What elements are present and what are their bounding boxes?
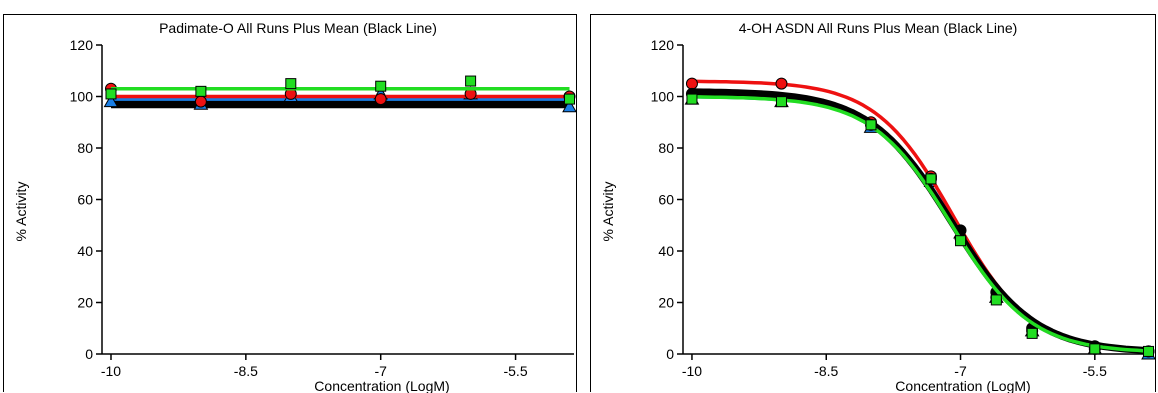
4oh-asdn-y-tick-label: 20: [658, 295, 674, 311]
padimate-x-tick-label: -10: [101, 363, 121, 379]
padimate-y-axis-label: % Activity: [13, 182, 29, 242]
padimate-chart-title: Padimate-O All Runs Plus Mean (Black Lin…: [159, 20, 437, 36]
4oh-asdn-series-3-point: [1089, 343, 1101, 355]
4oh-asdn-series-1-line: [692, 95, 1149, 354]
4oh-asdn-y-tick-label: 120: [651, 37, 675, 53]
padimate-series-3: [105, 75, 576, 105]
4oh-asdn-series-3-point: [990, 294, 1002, 306]
padimate-series-2-point: [374, 93, 387, 106]
4oh-asdn-series-3-line: [692, 95, 1149, 353]
4oh-asdn-series-3-point: [686, 93, 698, 105]
padimate-y-tick-label: 100: [70, 89, 94, 105]
padimate-series-3-point: [285, 78, 297, 90]
4oh-asdn-x-axis-label: Concentration (LogM): [895, 378, 1030, 393]
4oh-asdn-series-2-point: [685, 77, 698, 90]
4oh-asdn-series-2-point: [775, 77, 788, 90]
4oh-asdn-series-3-point: [925, 173, 937, 185]
padimate-x-tick-label: -7: [374, 363, 387, 379]
4oh-asdn-chart-svg: 4-OH ASDN All Runs Plus Mean (Black Line…: [600, 20, 1156, 393]
4oh-asdn-y-tick-label: 40: [658, 243, 674, 259]
4oh-asdn-x-tick-label: -7: [954, 363, 967, 379]
padimate-y-tick-label: 60: [77, 192, 93, 208]
padimate-series-3-point: [465, 75, 477, 87]
4oh-asdn-y-tick-label: 100: [651, 89, 675, 105]
padimate-y-tick-label: 20: [77, 295, 93, 311]
4oh-asdn-series-3-point: [865, 119, 877, 131]
4oh-asdn-series-3-point: [1143, 345, 1155, 357]
4oh-asdn-series-mean: [685, 87, 1155, 358]
padimate-series-3-point: [195, 85, 207, 97]
4oh-asdn-series-2-line: [692, 79, 1149, 352]
padimate-x-tick-label: -5.5: [503, 363, 527, 379]
padimate-series-1-point: [562, 99, 577, 113]
4oh-asdn-x-tick-label: -5.5: [1083, 363, 1107, 379]
chart-panel-padimate: Padimate-O All Runs Plus Mean (Black Lin…: [3, 14, 577, 393]
padimate-chart-svg: Padimate-O All Runs Plus Mean (Black Lin…: [13, 20, 577, 393]
4oh-asdn-y-tick-label: 60: [658, 192, 674, 208]
4oh-asdn-series-3-point: [775, 96, 787, 108]
4oh-asdn-series-3-point: [955, 235, 967, 247]
padimate-x-tick-label: -8.5: [234, 363, 258, 379]
chart-panel-4oh-asdn: 4-OH ASDN All Runs Plus Mean (Black Line…: [590, 14, 1156, 393]
padimate-y-tick-label: 40: [77, 243, 93, 259]
padimate-series-1-point: [103, 94, 119, 108]
4oh-asdn-y-tick-label: 80: [658, 140, 674, 156]
padimate-y-tick-label: 120: [70, 37, 94, 53]
4oh-asdn-series-mean-line: [691, 88, 1149, 355]
padimate-series-3-point: [564, 93, 576, 105]
padimate-series-2-point: [194, 95, 207, 108]
4oh-asdn-y-axis-label: % Activity: [600, 182, 616, 242]
4oh-asdn-series-1: [684, 91, 1156, 360]
padimate-y-tick-label: 0: [85, 346, 93, 362]
4oh-asdn-series-2: [685, 77, 1155, 358]
padimate-x-axis-label: Concentration (LogM): [314, 378, 449, 393]
4oh-asdn-series-3-point: [1026, 327, 1038, 339]
4oh-asdn-chart-title: 4-OH ASDN All Runs Plus Mean (Black Line…: [739, 20, 1018, 36]
padimate-series-3-point: [105, 88, 117, 100]
4oh-asdn-x-tick-label: -10: [682, 363, 702, 379]
padimate-y-tick-label: 80: [77, 140, 93, 156]
4oh-asdn-y-tick-label: 0: [666, 346, 674, 362]
padimate-series-3-point: [375, 80, 387, 92]
4oh-asdn-x-tick-label: -8.5: [814, 363, 838, 379]
4oh-asdn-series-3: [686, 93, 1155, 357]
